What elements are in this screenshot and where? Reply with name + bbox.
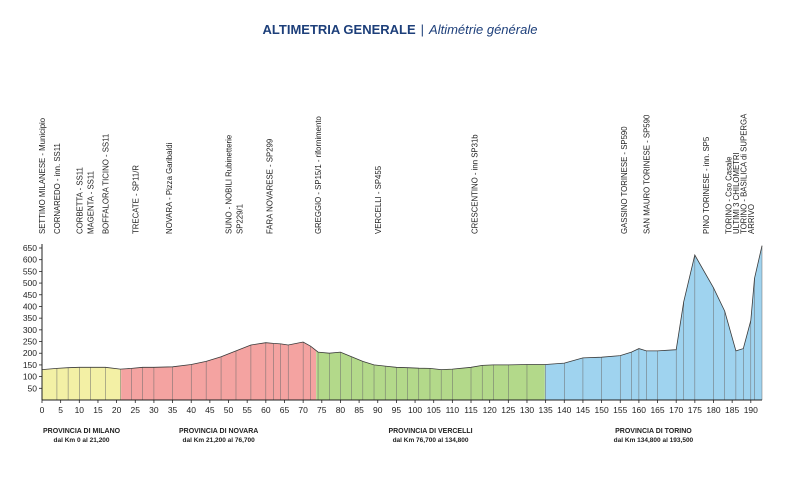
town-label: SAN MAURO TORINESE - SP590 — [642, 114, 651, 234]
elevation-profile-line — [41, 245, 763, 371]
town-label: FARA NOVARESE - SP299 — [266, 139, 275, 234]
province-area-2 — [316, 350, 545, 400]
title-italian: ALTIMETRIA GENERALE — [262, 22, 416, 37]
town-label: PINO TORINESE - inn. SP5 — [702, 136, 711, 234]
town-label: GASSINO TORINESE - SP590 — [620, 126, 629, 234]
province-name: PROVINCIA DI MILANO — [43, 428, 121, 435]
x-tick-label: 30 — [149, 405, 159, 415]
x-tick-label: 170 — [669, 405, 683, 415]
x-tick-label: 140 — [557, 405, 571, 415]
y-tick-label: 500 — [23, 278, 37, 288]
y-tick-label: 600 — [23, 255, 37, 265]
x-tick-label: 160 — [632, 405, 646, 415]
x-tick-label: 125 — [501, 405, 515, 415]
province-labels: PROVINCIA DI MILANO dal Km 0 al 21,200 PRO… — [43, 428, 694, 444]
x-tick-label: 90 — [373, 405, 383, 415]
province-name: PROVINCIA DI NOVARA — [179, 428, 258, 435]
title-french: Altimétrie générale — [429, 22, 538, 37]
x-tick-label: 0 — [40, 405, 45, 415]
y-tick-label: 250 — [23, 337, 37, 347]
province-range: dal Km 0 al 21,200 — [54, 437, 110, 444]
y-tick-label: 200 — [23, 348, 37, 358]
x-tick-label: 145 — [576, 405, 590, 415]
y-tick-label: 650 — [23, 243, 37, 253]
x-tick-label: 150 — [594, 405, 608, 415]
y-tick-label: 550 — [23, 266, 37, 276]
province-area-0 — [42, 367, 122, 400]
town-label: GREGGIO - SP15/1 - rifornimento — [314, 115, 323, 234]
y-tick-label: 400 — [23, 301, 37, 311]
x-tick-label: 100 — [408, 405, 422, 415]
town-label: SUNO - NOBILI Rubinetterie — [225, 135, 234, 234]
y-tick-label: 100 — [23, 372, 37, 382]
x-tick-label: 175 — [688, 405, 702, 415]
town-label: VERCELLI - SP455 — [374, 165, 383, 234]
x-tick-label: 35 — [168, 405, 178, 415]
x-tick-label: 5 — [58, 405, 63, 415]
x-tick-label: 115 — [464, 405, 478, 415]
town-label: TORINO - Cso Casale — [724, 157, 733, 234]
province-fills — [42, 245, 762, 400]
province-area-3 — [544, 245, 762, 400]
province-name: PROVINCIA DI TORINO — [615, 428, 692, 435]
x-tick-label: 95 — [392, 405, 402, 415]
y-tick-label: 300 — [23, 325, 37, 335]
town-label: MAGENTA - SS11 — [86, 171, 95, 234]
town-label: TRECATE - SP11/R — [131, 165, 140, 234]
town-label: SP229/1 — [236, 204, 245, 234]
town-label: BOFFALORA TICINO - SS11 — [101, 134, 110, 234]
y-tick-label: 350 — [23, 313, 37, 323]
x-tick-label: 15 — [93, 405, 103, 415]
town-label: NOVARA - Pizza Garibaldi — [165, 142, 174, 234]
x-tick-label: 85 — [354, 405, 364, 415]
x-tick-labels: 0 5 10 15 20 25 30 35 40 45 50 55 60 65 70 75 80 85 90 95 10… — [40, 405, 759, 415]
y-tick-label: 150 — [23, 360, 37, 370]
x-tick-label: 165 — [650, 405, 664, 415]
x-tick-label: 180 — [706, 405, 720, 415]
x-tick-label: 185 — [725, 405, 739, 415]
x-tick-label: 50 — [224, 405, 234, 415]
province-range: dal Km 21,200 al 76,700 — [183, 437, 256, 444]
town-label: SETTIMO MILANESE - Municipio — [38, 117, 47, 234]
province-name: PROVINCIA DI VERCELLI — [388, 428, 472, 435]
x-tick-label: 190 — [744, 405, 758, 415]
chart-title: ALTIMETRIA GENERALE | Altimétrie générale — [0, 22, 800, 37]
x-tick-label: 105 — [427, 405, 441, 415]
province-range: dal Km 76,700 al 134,800 — [393, 437, 469, 444]
town-labels: SETTIMO MILANESE - Municipio CORNAREDO - … — [38, 113, 756, 234]
x-tick-label: 80 — [336, 405, 346, 415]
town-label: TORINO - BASILICA di SUPERGA — [739, 113, 748, 234]
x-tick-label: 20 — [112, 405, 122, 415]
town-label: CORBETTA - SS11 — [75, 167, 84, 234]
x-tick-label: 25 — [131, 405, 141, 415]
x-tick-label: 45 — [205, 405, 215, 415]
station-lines — [56, 245, 763, 400]
town-label: ARRIVO — [747, 204, 756, 234]
y-tick-label: 50 — [28, 383, 38, 393]
province-range: dal Km 134,800 al 193,500 — [614, 437, 694, 444]
x-tick-label: 130 — [520, 405, 534, 415]
town-label: CRESCENTINO - inn SP31b — [471, 134, 480, 234]
x-tick-label: 10 — [75, 405, 85, 415]
axes — [39, 244, 762, 403]
x-tick-label: 40 — [186, 405, 196, 415]
y-tick-label: 450 — [23, 290, 37, 300]
x-tick-label: 120 — [483, 405, 497, 415]
x-tick-label: 110 — [446, 405, 460, 415]
town-label: ULTIMI 3 CHILOMETRI — [732, 152, 741, 234]
province-area-1 — [121, 342, 317, 400]
x-tick-label: 75 — [317, 405, 327, 415]
x-tick-label: 60 — [261, 405, 271, 415]
x-tick-label: 55 — [242, 405, 252, 415]
town-label: CORNAREDO - inn. SS11 — [53, 143, 62, 234]
title-separator: | — [420, 22, 425, 37]
x-tick-label: 70 — [298, 405, 308, 415]
x-tick-label: 65 — [280, 405, 290, 415]
x-tick-label: 135 — [539, 405, 553, 415]
x-tick-label: 155 — [613, 405, 627, 415]
